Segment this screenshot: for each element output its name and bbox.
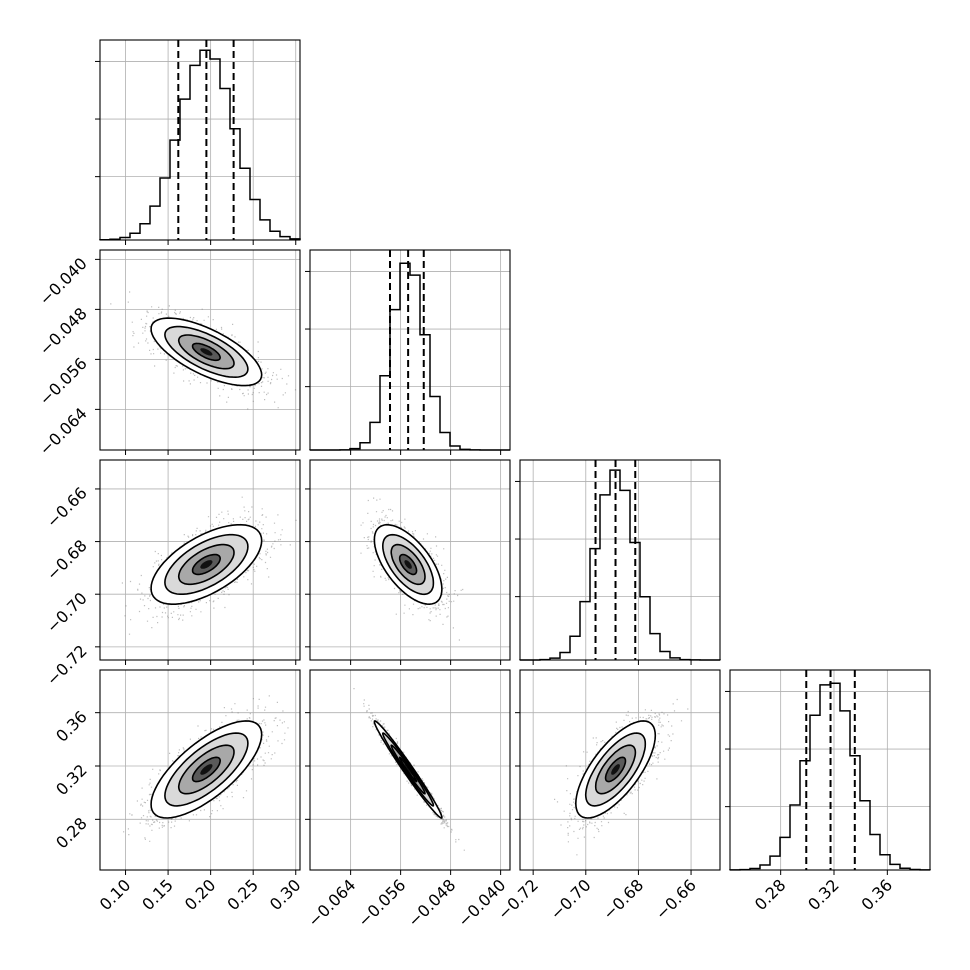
panel-frame (99, 669, 301, 871)
contour-line (584, 732, 647, 807)
contour-line (177, 543, 235, 586)
panel-content (310, 460, 510, 660)
contour-line (150, 720, 263, 819)
density-core (200, 764, 213, 775)
panel-content (100, 670, 300, 870)
contour-line (381, 533, 435, 596)
panel-scatter-1-3 (309, 669, 511, 871)
contour-line (594, 744, 637, 795)
contour-line (381, 732, 435, 807)
panel-hist-2 (515, 459, 721, 661)
contour-line (150, 317, 263, 387)
contour-line (390, 744, 426, 795)
x-tick-label: −0.68 (599, 875, 647, 923)
panel-content (100, 460, 300, 660)
y-tick-label: −0.68 (43, 536, 91, 584)
y-tick-label: −0.056 (36, 354, 91, 409)
y-tick-label: 0.36 (52, 707, 91, 746)
y-tick-label: −0.66 (43, 483, 91, 531)
contour-line (191, 756, 222, 783)
panel-frame (519, 459, 721, 661)
density-core (611, 764, 620, 775)
x-tick-label: −0.70 (547, 875, 595, 923)
x-tick-label: 0.36 (858, 875, 897, 914)
panel-content (100, 250, 300, 450)
y-tick-label: −0.72 (43, 641, 91, 689)
x-tick-label: −0.66 (652, 875, 700, 923)
x-tick-label: −0.056 (354, 875, 409, 930)
y-tick-label: −0.70 (43, 589, 91, 637)
y-tick-label: −0.048 (36, 304, 91, 359)
y-tick-label: −0.064 (36, 404, 91, 459)
contour-line (177, 334, 235, 370)
x-tick-label: −0.064 (304, 875, 359, 930)
panel-content (310, 670, 510, 870)
panel-frame (99, 249, 301, 451)
panel-frame (309, 249, 511, 451)
density-core (200, 348, 213, 356)
panel-hist-1 (305, 249, 511, 451)
density-core (404, 764, 412, 775)
x-tick-label: 0.32 (804, 875, 843, 914)
panel-scatter-1-2 (309, 459, 511, 661)
x-tick-label: 0.30 (266, 875, 305, 914)
x-tick-label: 0.28 (751, 875, 790, 914)
x-tick-label: 0.20 (181, 875, 220, 914)
panel-frame (519, 669, 721, 871)
panel-scatter-0-3 (99, 669, 301, 871)
panel-scatter-0-2 (99, 459, 301, 661)
contour-line (373, 720, 443, 819)
contour-line (398, 756, 418, 783)
contour-line (574, 720, 657, 819)
contour-line (398, 553, 418, 576)
contour-line (164, 325, 249, 379)
panel-frame (729, 669, 931, 871)
panel-scatter-0-1 (99, 249, 301, 451)
contour-line (390, 543, 426, 586)
contour-line (191, 553, 222, 576)
histogram-0 (99, 49, 301, 241)
y-tick-label: −0.040 (36, 254, 91, 309)
density-core (404, 560, 412, 569)
x-tick-label: 0.15 (138, 875, 177, 914)
panel-scatter-2-3 (519, 669, 721, 871)
x-tick-label: −0.048 (404, 875, 459, 930)
contour-line (164, 533, 249, 595)
contour-line (164, 732, 249, 807)
y-tick-label: 0.32 (52, 760, 91, 799)
contour-line (604, 756, 627, 783)
panel-hist-3 (725, 669, 931, 871)
x-tick-label: 0.25 (223, 875, 262, 914)
y-tick-label: 0.28 (52, 814, 91, 853)
panel-hist-0 (95, 39, 301, 241)
contour-line (191, 342, 222, 362)
panel-frame (309, 669, 511, 871)
density-core (200, 560, 213, 569)
x-tick-label: 0.10 (96, 875, 135, 914)
panel-content (520, 670, 720, 870)
panel-frame (99, 39, 301, 241)
contour-line (373, 523, 443, 606)
panel-frame (309, 459, 511, 661)
contour-line (177, 744, 235, 795)
contour-line (150, 524, 263, 605)
histogram-2 (519, 469, 721, 661)
panel-frame (99, 459, 301, 661)
histogram-1 (310, 262, 510, 451)
